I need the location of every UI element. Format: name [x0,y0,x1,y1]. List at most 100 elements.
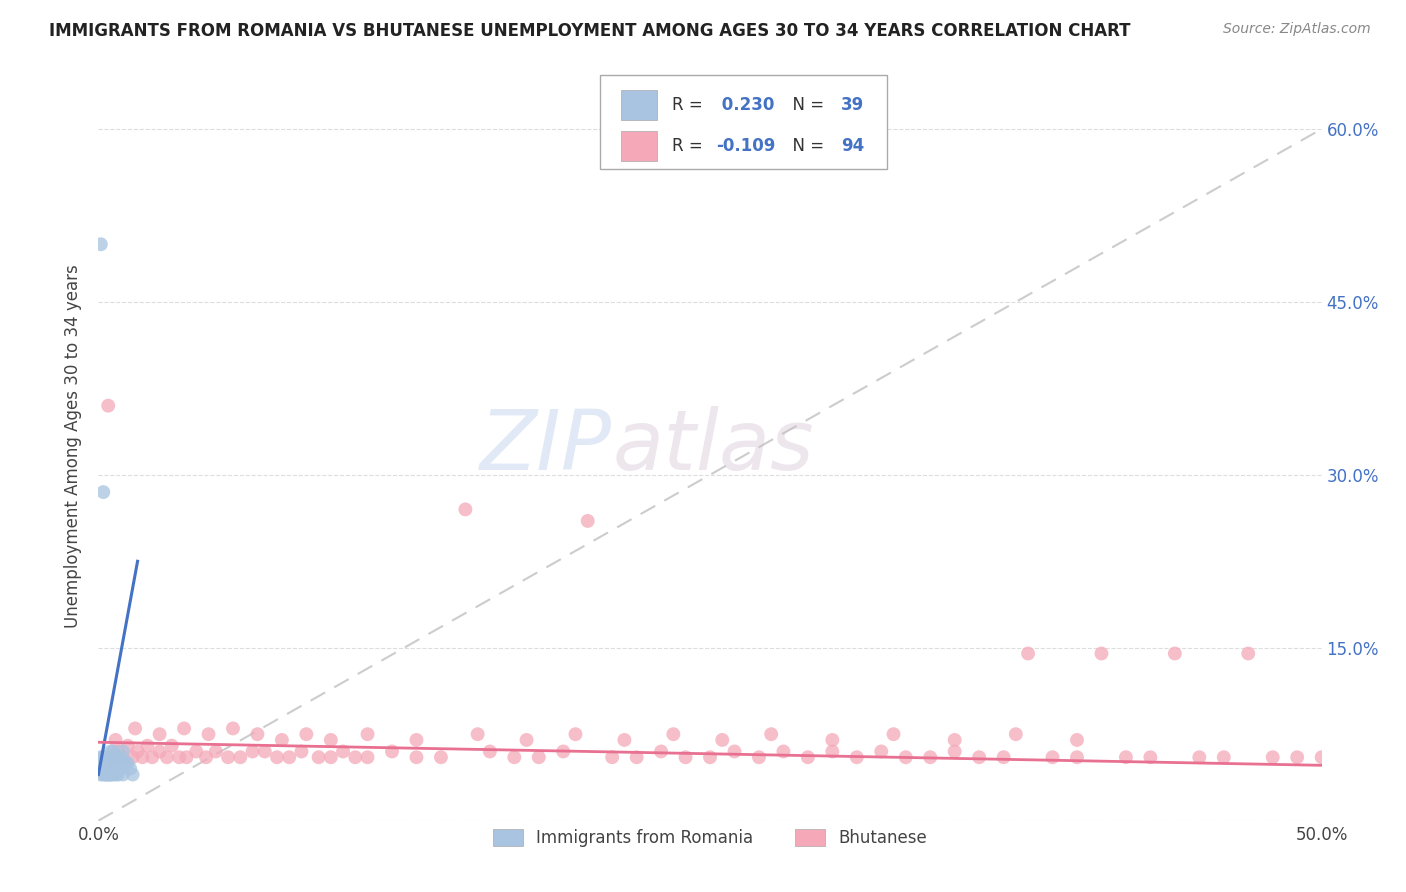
Point [149,727,172,741]
Point [100,767,122,781]
Point [405,750,427,764]
Point [107,762,129,776]
Point [121,767,143,781]
Text: N =: N = [782,95,830,113]
Point [478,744,501,758]
Point [120,762,142,776]
Point [1286,750,1309,764]
Point [90,762,112,776]
Point [91,767,114,781]
Point [101,767,124,781]
Point [111,756,134,770]
Legend: Immigrants from Romania, Bhutanese: Immigrants from Romania, Bhutanese [486,822,934,854]
Point [266,750,288,764]
Point [711,733,734,747]
Point [1164,647,1187,661]
Point [117,739,139,753]
Point [883,727,905,741]
Text: -0.109: -0.109 [716,137,776,155]
Point [90,767,112,781]
Point [97,762,120,776]
Point [662,727,685,741]
Point [454,502,477,516]
Point [94,750,117,764]
Point [107,744,129,758]
Point [1090,647,1112,661]
Point [127,744,149,758]
Point [675,750,697,764]
Text: R =: R = [672,95,709,113]
Point [723,744,745,758]
Point [149,744,172,758]
Point [1261,750,1284,764]
Point [195,750,218,764]
Point [136,739,159,753]
Point [613,733,636,747]
Point [111,767,134,781]
Point [167,750,190,764]
Point [356,750,378,764]
Point [1237,647,1260,661]
Point [319,733,342,747]
Point [967,750,990,764]
Point [100,767,122,781]
Point [91,750,114,764]
Point [845,750,868,764]
FancyBboxPatch shape [620,131,658,161]
Point [101,756,124,770]
Point [197,727,219,741]
Point [356,727,378,741]
Point [104,767,127,781]
Point [430,750,453,764]
Point [117,756,139,770]
Point [131,750,153,764]
Point [295,727,318,741]
Point [515,733,537,747]
Point [1115,750,1137,764]
Point [943,733,966,747]
Point [94,762,117,776]
Point [246,727,269,741]
Point [90,237,112,252]
Point [821,733,844,747]
Point [278,750,301,764]
Text: atlas: atlas [612,406,814,486]
Point [107,767,129,781]
Point [186,744,208,758]
Point [600,750,623,764]
Point [100,744,122,758]
Point [332,744,354,758]
Text: ZIP: ZIP [481,406,612,486]
Point [173,722,195,736]
Point [97,767,120,781]
Point [114,756,136,770]
Point [576,514,599,528]
Point [222,722,245,736]
Point [1066,733,1088,747]
Point [91,485,114,500]
Point [110,750,132,764]
Point [94,767,117,781]
Point [344,750,367,764]
Point [920,750,942,764]
Point [699,750,721,764]
Point [626,750,648,764]
Point [1310,750,1333,764]
Point [748,750,770,764]
Point [1004,727,1026,741]
Point [90,750,112,764]
Point [772,744,794,758]
Point [381,744,404,758]
Point [993,750,1015,764]
Point [943,744,966,758]
Point [1017,647,1039,661]
FancyBboxPatch shape [600,75,887,169]
Point [205,744,228,758]
Point [761,727,783,741]
Point [124,722,146,736]
Point [101,750,124,764]
Point [467,727,489,741]
Point [121,750,143,764]
Point [1042,750,1064,764]
Text: 94: 94 [841,137,865,155]
